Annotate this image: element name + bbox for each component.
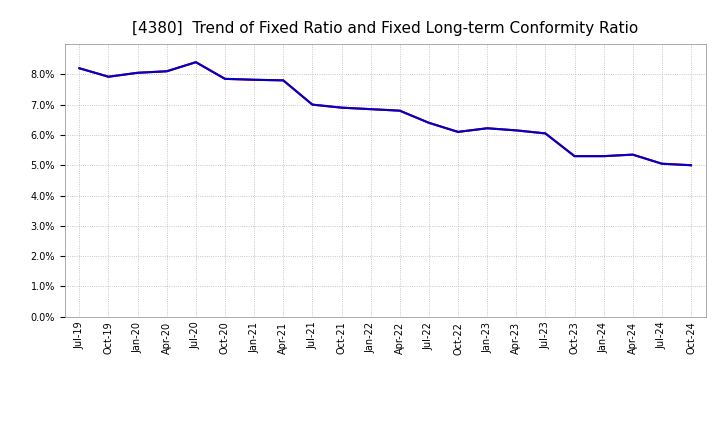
Fixed Ratio xyxy=(425,120,433,125)
Fixed Long-term Conformity Ratio xyxy=(366,106,375,112)
Fixed Long-term Conformity Ratio xyxy=(425,120,433,125)
Fixed Long-term Conformity Ratio xyxy=(454,129,462,135)
Fixed Long-term Conformity Ratio xyxy=(541,131,550,136)
Fixed Ratio xyxy=(483,126,492,131)
Fixed Long-term Conformity Ratio xyxy=(104,74,113,79)
Fixed Long-term Conformity Ratio xyxy=(570,154,579,159)
Fixed Long-term Conformity Ratio xyxy=(308,102,317,107)
Fixed Ratio xyxy=(192,59,200,65)
Fixed Ratio xyxy=(220,76,229,81)
Fixed Ratio xyxy=(454,129,462,135)
Fixed Long-term Conformity Ratio xyxy=(512,128,521,133)
Fixed Long-term Conformity Ratio xyxy=(220,76,229,81)
Fixed Long-term Conformity Ratio xyxy=(483,126,492,131)
Fixed Ratio xyxy=(541,131,550,136)
Line: Fixed Ratio: Fixed Ratio xyxy=(79,62,691,165)
Fixed Ratio xyxy=(75,66,84,71)
Fixed Long-term Conformity Ratio xyxy=(192,59,200,65)
Fixed Ratio xyxy=(308,102,317,107)
Title: [4380]  Trend of Fixed Ratio and Fixed Long-term Conformity Ratio: [4380] Trend of Fixed Ratio and Fixed Lo… xyxy=(132,21,639,36)
Fixed Ratio xyxy=(657,161,666,166)
Fixed Long-term Conformity Ratio xyxy=(599,154,608,159)
Line: Fixed Long-term Conformity Ratio: Fixed Long-term Conformity Ratio xyxy=(79,62,691,165)
Fixed Ratio xyxy=(337,105,346,110)
Fixed Ratio xyxy=(250,77,258,82)
Fixed Ratio xyxy=(395,108,404,114)
Fixed Long-term Conformity Ratio xyxy=(395,108,404,114)
Fixed Ratio xyxy=(279,78,287,83)
Fixed Long-term Conformity Ratio xyxy=(687,163,696,168)
Fixed Ratio xyxy=(133,70,142,75)
Fixed Long-term Conformity Ratio xyxy=(133,70,142,75)
Fixed Long-term Conformity Ratio xyxy=(629,152,637,157)
Fixed Ratio xyxy=(570,154,579,159)
Fixed Ratio xyxy=(512,128,521,133)
Fixed Ratio xyxy=(599,154,608,159)
Fixed Long-term Conformity Ratio xyxy=(75,66,84,71)
Fixed Long-term Conformity Ratio xyxy=(337,105,346,110)
Fixed Long-term Conformity Ratio xyxy=(657,161,666,166)
Fixed Ratio xyxy=(366,106,375,112)
Fixed Long-term Conformity Ratio xyxy=(250,77,258,82)
Fixed Long-term Conformity Ratio xyxy=(163,69,171,74)
Fixed Ratio xyxy=(629,152,637,157)
Fixed Ratio xyxy=(687,163,696,168)
Fixed Long-term Conformity Ratio xyxy=(279,78,287,83)
Fixed Ratio xyxy=(104,74,113,79)
Fixed Ratio xyxy=(163,69,171,74)
Legend: Fixed Ratio, Fixed Long-term Conformity Ratio: Fixed Ratio, Fixed Long-term Conformity … xyxy=(201,437,570,440)
